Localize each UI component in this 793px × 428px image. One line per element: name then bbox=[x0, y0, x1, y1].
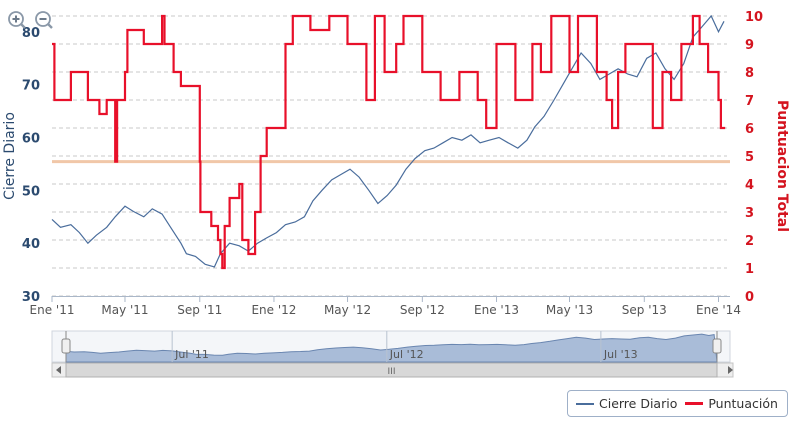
x-tick-label: May '11 bbox=[101, 303, 148, 317]
y-left-tick-label: 60 bbox=[22, 132, 40, 147]
scroll-right-arrow-icon[interactable] bbox=[728, 366, 733, 374]
navigator-label: Jul '13 bbox=[603, 348, 638, 361]
y-right-tick-label: 7 bbox=[745, 94, 754, 109]
legend-item-score[interactable]: Puntuación bbox=[685, 396, 778, 411]
navigator-area bbox=[65, 333, 718, 363]
x-tick-label: Sep '12 bbox=[400, 303, 445, 317]
navigator-handle-grip bbox=[61, 338, 71, 354]
legend-swatch-daily bbox=[576, 402, 594, 405]
navigator-right-handle[interactable] bbox=[712, 331, 722, 362]
legend: Cierre Diario Puntuación bbox=[567, 390, 788, 417]
navigator-scrollbar[interactable]: III bbox=[51, 362, 734, 378]
y-left-tick-label: 40 bbox=[22, 237, 40, 252]
legend-label-score: Puntuación bbox=[708, 396, 778, 411]
navigator-label: Jul '11 bbox=[174, 348, 209, 361]
x-tick-label: May '13 bbox=[546, 303, 593, 317]
navigator-label: Jul '12 bbox=[389, 348, 424, 361]
y-right-tick-label: 8 bbox=[745, 66, 754, 81]
scroll-left-arrow-icon[interactable] bbox=[56, 366, 61, 374]
x-tick-label: Ene '14 bbox=[696, 303, 741, 317]
navigator-handle-grip bbox=[712, 338, 722, 354]
zoom-out-icon[interactable] bbox=[35, 11, 53, 29]
y-right-tick-label: 1 bbox=[745, 262, 754, 277]
y-right-axis-title: Puntuacion Total bbox=[774, 100, 790, 232]
y-left-tick-label: 70 bbox=[22, 79, 40, 94]
series-puntuacion bbox=[52, 14, 726, 270]
y-right-tick-label: 3 bbox=[745, 206, 754, 221]
y-left-tick-label: 50 bbox=[22, 184, 40, 199]
y-right-tick-label: 2 bbox=[745, 234, 754, 249]
x-tick-label: Ene '12 bbox=[251, 303, 296, 317]
scrollbar-grip: III bbox=[388, 367, 396, 377]
legend-label-daily: Cierre Diario bbox=[599, 396, 678, 411]
series-line-puntuacion bbox=[52, 14, 726, 270]
y-right-tick-label: 4 bbox=[745, 178, 754, 193]
x-tick-label: Ene '11 bbox=[30, 303, 75, 317]
legend-swatch-score bbox=[685, 402, 704, 405]
y-left-axis-title: Cierre Diario bbox=[2, 112, 18, 200]
x-tick-label: Sep '11 bbox=[177, 303, 222, 317]
y-right-tick-label: 6 bbox=[745, 122, 754, 137]
zoom-in-icon-handle bbox=[20, 23, 26, 29]
zoom-out-icon-handle bbox=[47, 23, 53, 29]
y-left-tick-label: 80 bbox=[22, 26, 40, 41]
zoom-in-icon[interactable] bbox=[8, 11, 26, 29]
navigator-left-handle[interactable] bbox=[61, 331, 71, 362]
y-left-tick-label: 30 bbox=[22, 290, 40, 305]
x-tick-label: May '12 bbox=[324, 303, 371, 317]
x-tick-label: Ene '13 bbox=[474, 303, 519, 317]
y-right-tick-label: 10 bbox=[745, 10, 763, 25]
scrollbar-thumb[interactable] bbox=[65, 362, 718, 378]
navigator: Jul '11 Jul '12 Jul '13 bbox=[51, 330, 731, 363]
y-right-tick-label: 5 bbox=[745, 150, 754, 165]
y-right-tick-label: 0 bbox=[745, 290, 754, 305]
y-right-tick-label: 9 bbox=[745, 38, 754, 53]
legend-item-daily[interactable]: Cierre Diario bbox=[576, 396, 677, 411]
x-tick-label: Sep '13 bbox=[622, 303, 667, 317]
series-line-cierre-diario bbox=[51, 14, 725, 268]
series-cierre-diario bbox=[51, 14, 725, 268]
